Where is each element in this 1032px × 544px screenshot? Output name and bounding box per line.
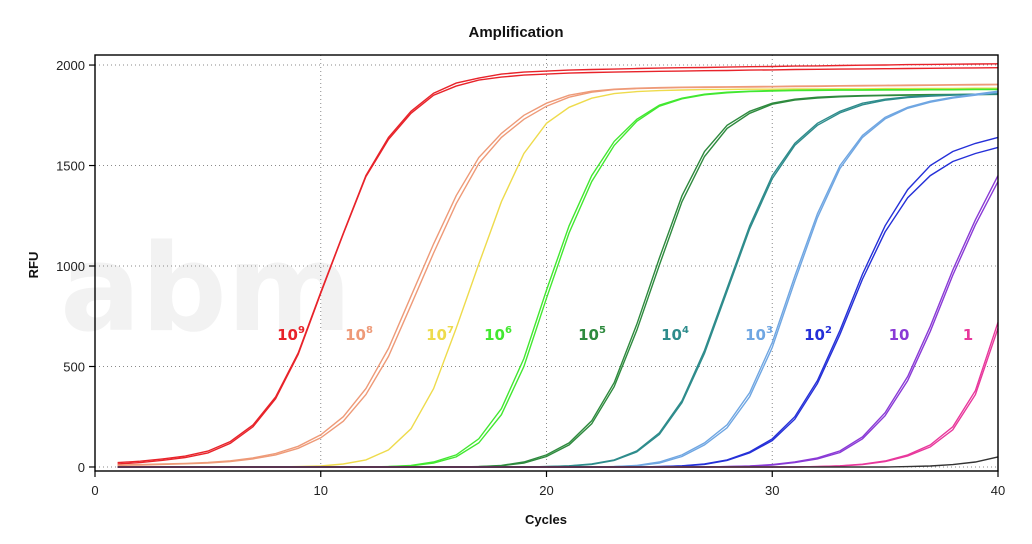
x-tick-label: 10 <box>314 483 328 498</box>
y-tick-label: 2000 <box>56 58 85 73</box>
series-curve-10-rep0 <box>117 456 999 468</box>
series-curves <box>117 63 999 468</box>
concentration-label: 10 <box>889 326 910 344</box>
y-tick-label: 1000 <box>56 259 85 274</box>
y-axis-label: RFU <box>26 252 41 279</box>
series-curve-0-rep1 <box>117 67 999 465</box>
y-tick-label: 0 <box>78 460 85 475</box>
y-tick-label: 500 <box>63 359 85 374</box>
x-axis-label: Cycles <box>525 512 567 527</box>
watermark-logo: abm <box>60 220 352 359</box>
concentration-label: 105 <box>578 325 606 344</box>
concentration-label: 107 <box>426 325 454 344</box>
chart-title: Amplification <box>468 24 563 41</box>
concentration-label: 104 <box>661 325 689 344</box>
axis-ticks: 0 10 20 30 40 0 500 1000 1500 2000 <box>56 58 1005 498</box>
x-tick-label: 30 <box>765 483 779 498</box>
x-tick-label: 20 <box>539 483 553 498</box>
x-tick-label: 0 <box>91 483 98 498</box>
x-tick-label: 40 <box>991 483 1005 498</box>
concentration-label: 1 <box>963 326 973 344</box>
concentration-label: 106 <box>484 325 512 344</box>
concentration-label: 108 <box>345 325 373 344</box>
concentration-labels: 109 108 107 106 105 104 103 102 10 1 <box>277 325 973 344</box>
series-curve-0-rep0 <box>117 63 999 464</box>
concentration-label: 103 <box>745 325 773 344</box>
y-tick-label: 1500 <box>56 159 85 174</box>
concentration-label: 102 <box>804 325 832 344</box>
series-curve-1-rep1 <box>117 84 999 467</box>
